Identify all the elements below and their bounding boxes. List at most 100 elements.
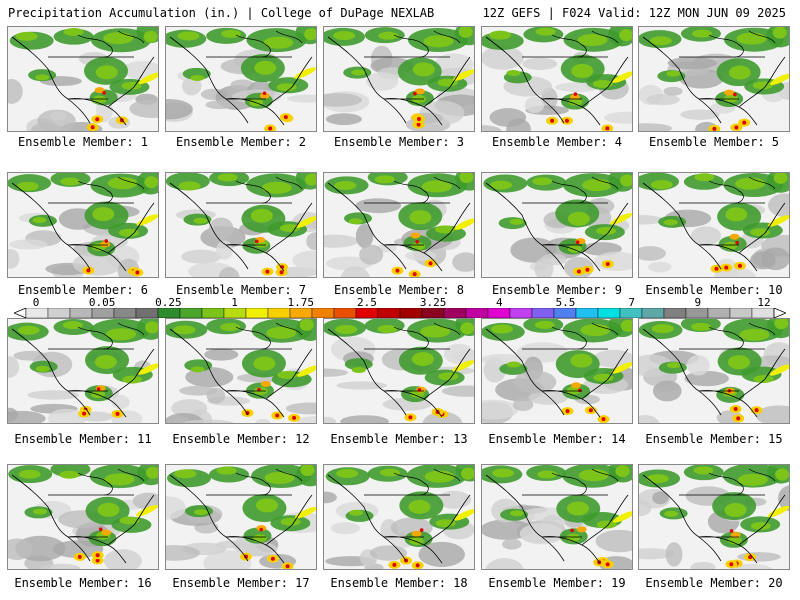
colorbar-swatch (399, 308, 423, 318)
ensemble-member-label: Ensemble Member: 9 (491, 283, 623, 297)
ensemble-map-panel (638, 464, 790, 570)
precip-map (639, 173, 789, 277)
precip-map (166, 319, 316, 423)
colorbar-swatch (47, 308, 71, 318)
colorbar-swatch (201, 308, 225, 318)
colorbar-swatch (685, 308, 709, 318)
ensemble-map-panel (165, 318, 317, 424)
precip-map (324, 173, 474, 277)
ensemble-map-panel (7, 464, 159, 570)
colorbar-swatch (69, 308, 93, 318)
colorbar-tick-label: 0 (32, 296, 40, 309)
ensemble-map-panel (7, 26, 159, 132)
precip-map (8, 319, 158, 423)
ensemble-member-label: Ensemble Member: 20 (645, 576, 783, 590)
colorbar-swatch (597, 308, 621, 318)
ensemble-member-label: Ensemble Member: 14 (488, 432, 626, 446)
ensemble-member-label: Ensemble Member: 2 (175, 135, 307, 149)
colorbar-swatch (487, 308, 511, 318)
ensemble-map-panel (481, 318, 633, 424)
colorbar-swatch (619, 308, 643, 318)
colorbar-swatch (245, 308, 269, 318)
ensemble-map-panel (7, 318, 159, 424)
colorbar-swatch (751, 308, 775, 318)
ensemble-member-label: Ensemble Member: 10 (645, 283, 783, 297)
colorbar-swatch (729, 308, 753, 318)
map-title: Precipitation Accumulation (in.) | Colle… (8, 6, 435, 20)
ensemble-member-label: Ensemble Member: 8 (333, 283, 465, 297)
ensemble-member-label: Ensemble Member: 13 (330, 432, 468, 446)
precip-map (8, 27, 158, 131)
precip-map (482, 173, 632, 277)
ensemble-map-panel (638, 26, 790, 132)
ensemble-member-label: Ensemble Member: 16 (14, 576, 152, 590)
colorbar-swatch (355, 308, 379, 318)
ensemble-map-panel (7, 172, 159, 278)
colorbar-swatch (135, 308, 159, 318)
ensemble-member-label: Ensemble Member: 19 (488, 576, 626, 590)
colorbar-swatch (267, 308, 291, 318)
ensemble-member-label: Ensemble Member: 3 (333, 135, 465, 149)
colorbar-swatch (377, 308, 401, 318)
colorbar-tick-label: 7 (628, 296, 635, 309)
ensemble-member-label: Ensemble Member: 5 (648, 135, 780, 149)
ensemble-member-label: Ensemble Member: 15 (645, 432, 783, 446)
precip-map (166, 465, 316, 569)
ensemble-member-label: Ensemble Member: 18 (330, 576, 468, 590)
precip-map (639, 465, 789, 569)
ensemble-member-label: Ensemble Member: 4 (491, 135, 623, 149)
colorbar-tick-label: 2.5 (356, 296, 377, 309)
colorbar-swatch (465, 308, 489, 318)
ensemble-member-label: Ensemble Member: 7 (175, 283, 307, 297)
precip-map (482, 465, 632, 569)
ensemble-map-panel (481, 172, 633, 278)
precip-map (324, 27, 474, 131)
colorbar-tick-label: 1 (231, 296, 238, 309)
colorbar-legend: 0 0.05 0.25 1 1.75 2.5 3.25 4 5.5 7 9 12 (0, 296, 800, 318)
ensemble-member-label: Ensemble Member: 6 (17, 283, 149, 297)
precip-map (166, 27, 316, 131)
colorbar-swatch (421, 308, 445, 318)
precip-map (639, 319, 789, 423)
colorbar-tick-label: 4 (495, 296, 503, 309)
precip-map (639, 27, 789, 131)
precip-map (324, 319, 474, 423)
colorbar-swatch (289, 308, 313, 318)
colorbar-swatch (531, 308, 555, 318)
ensemble-map-panel (323, 464, 475, 570)
colorbar-swatch (641, 308, 665, 318)
precip-map (8, 465, 158, 569)
colorbar-tick-label: 9 (694, 296, 702, 309)
colorbar-tick-label: 5.5 (555, 296, 576, 309)
colorbar-swatch (333, 308, 357, 318)
colorbar-swatch (707, 308, 731, 318)
colorbar-swatch (443, 308, 467, 318)
colorbar-swatch (91, 308, 115, 318)
colorbar-swatch (179, 308, 203, 318)
colorbar-tick-label: 1.75 (287, 296, 314, 309)
valid-time-label: 12Z GEFS | F024 Valid: 12Z MON JUN 09 20… (482, 6, 786, 20)
colorbar-tick-label: 0.25 (155, 296, 182, 309)
ensemble-map-panel (323, 172, 475, 278)
ensemble-map-panel (638, 318, 790, 424)
precip-map (482, 27, 632, 131)
ensemble-map-panel (165, 464, 317, 570)
ensemble-map-panel (481, 26, 633, 132)
ensemble-map-panel (165, 172, 317, 278)
precip-map (8, 173, 158, 277)
ensemble-member-label: Ensemble Member: 17 (172, 576, 310, 590)
precip-map (324, 465, 474, 569)
colorbar-tick-label: 3.25 (419, 296, 447, 309)
ensemble-map-panel (481, 464, 633, 570)
colorbar-swatch (553, 308, 577, 318)
ensemble-member-label: Ensemble Member: 12 (172, 432, 310, 446)
colorbar-swatch (663, 308, 687, 318)
colorbar-tick-label: 12 (757, 296, 771, 309)
ensemble-member-label: Ensemble Member: 11 (14, 432, 152, 446)
colorbar-swatch (311, 308, 335, 318)
colorbar-swatch (157, 308, 181, 318)
precip-map (166, 173, 316, 277)
colorbar-swatch (509, 308, 533, 318)
ensemble-map-panel (323, 318, 475, 424)
colorbar-swatch (113, 308, 137, 318)
